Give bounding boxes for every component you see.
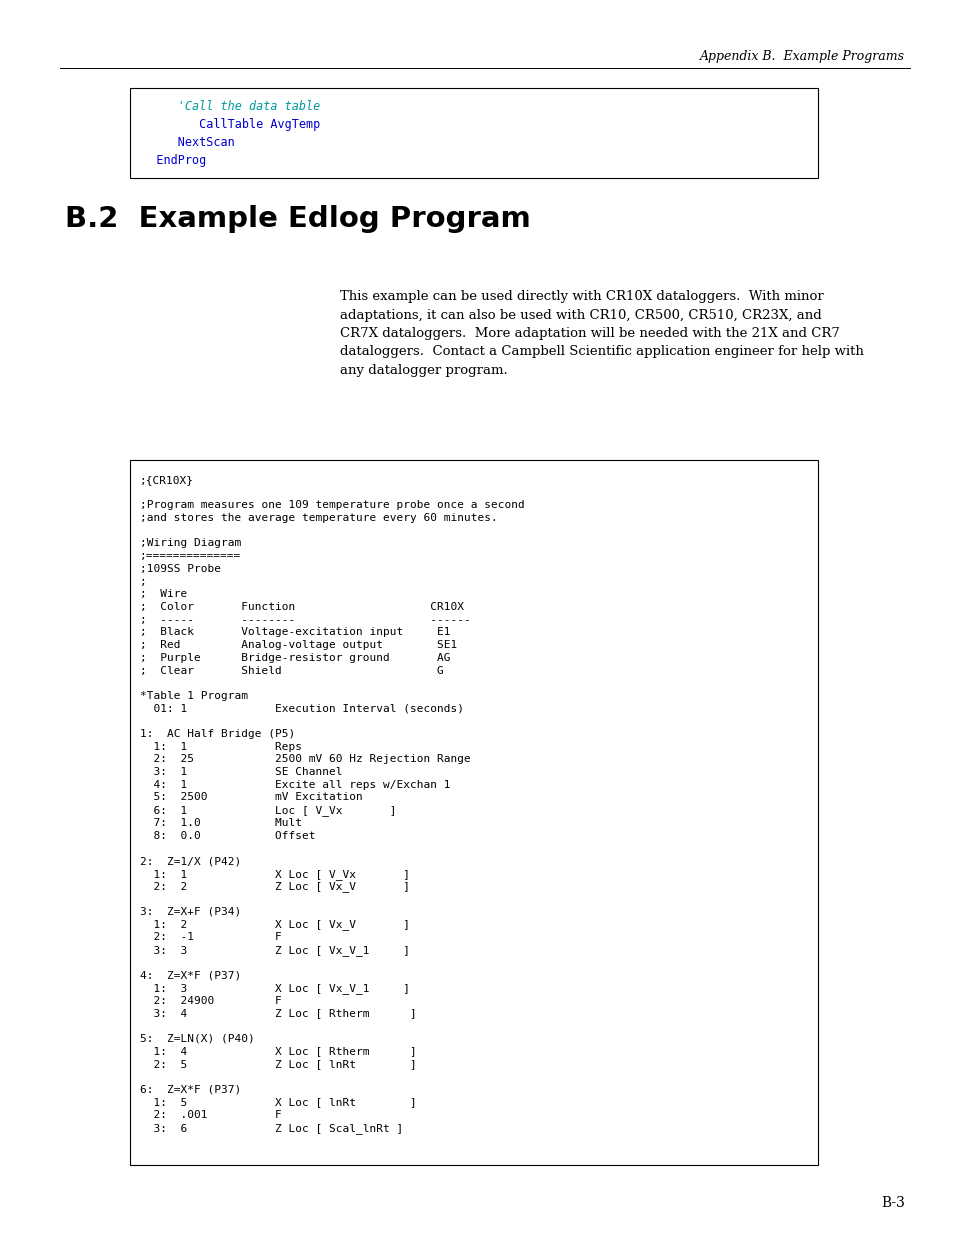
Text: EndProg: EndProg [135, 154, 206, 167]
Text: ;: ; [140, 577, 147, 587]
Text: 4:  Z=X*F (P37): 4: Z=X*F (P37) [140, 971, 241, 981]
Text: This example can be used directly with CR10X dataloggers.  With minor: This example can be used directly with C… [339, 290, 822, 303]
Text: 3:  1             SE Channel: 3: 1 SE Channel [140, 767, 342, 777]
Text: 1:  1             X Loc [ V_Vx       ]: 1: 1 X Loc [ V_Vx ] [140, 868, 410, 879]
Text: 3:  6             Z Loc [ Scal_lnRt ]: 3: 6 Z Loc [ Scal_lnRt ] [140, 1123, 403, 1134]
Text: 5:  2500          mV Excitation: 5: 2500 mV Excitation [140, 793, 362, 803]
Text: 1:  1             Reps: 1: 1 Reps [140, 742, 302, 752]
Text: ;  Clear       Shield                       G: ; Clear Shield G [140, 666, 443, 676]
FancyBboxPatch shape [130, 459, 817, 1165]
Text: ;Program measures one 109 temperature probe once a second: ;Program measures one 109 temperature pr… [140, 500, 524, 510]
Text: ;and stores the average temperature every 60 minutes.: ;and stores the average temperature ever… [140, 513, 497, 524]
Text: 3:  3             Z Loc [ Vx_V_1     ]: 3: 3 Z Loc [ Vx_V_1 ] [140, 945, 410, 956]
Text: 2:  25            2500 mV 60 Hz Rejection Range: 2: 25 2500 mV 60 Hz Rejection Range [140, 755, 470, 764]
Text: 7:  1.0           Mult: 7: 1.0 Mult [140, 818, 302, 827]
Text: Appendix B.  Example Programs: Appendix B. Example Programs [700, 49, 904, 63]
Text: 'Call the data table: 'Call the data table [135, 100, 320, 112]
Text: *Table 1 Program: *Table 1 Program [140, 690, 248, 701]
Text: B-3: B-3 [881, 1195, 904, 1210]
Text: CR7X dataloggers.  More adaptation will be needed with the 21X and CR7: CR7X dataloggers. More adaptation will b… [339, 327, 839, 340]
Text: ;  Purple      Bridge-resistor ground       AG: ; Purple Bridge-resistor ground AG [140, 653, 450, 663]
FancyBboxPatch shape [130, 88, 817, 178]
Text: adaptations, it can also be used with CR10, CR500, CR510, CR23X, and: adaptations, it can also be used with CR… [339, 309, 821, 321]
Text: ;  Black       Voltage-excitation input     E1: ; Black Voltage-excitation input E1 [140, 627, 450, 637]
Text: ;{CR10X}: ;{CR10X} [140, 475, 193, 485]
Text: ;Wiring Diagram: ;Wiring Diagram [140, 538, 241, 548]
Text: 6:  Z=X*F (P37): 6: Z=X*F (P37) [140, 1084, 241, 1094]
Text: 1:  4             X Loc [ Rtherm      ]: 1: 4 X Loc [ Rtherm ] [140, 1046, 416, 1056]
Text: NextScan: NextScan [135, 136, 234, 149]
Text: 2:  2             Z Loc [ Vx_V       ]: 2: 2 Z Loc [ Vx_V ] [140, 882, 410, 893]
Text: 5:  Z=LN(X) (P40): 5: Z=LN(X) (P40) [140, 1034, 254, 1044]
Text: 3:  4             Z Loc [ Rtherm      ]: 3: 4 Z Loc [ Rtherm ] [140, 1009, 416, 1019]
Text: ;  Wire: ; Wire [140, 589, 187, 599]
Text: 01: 1             Execution Interval (seconds): 01: 1 Execution Interval (seconds) [140, 704, 463, 714]
Text: 2:  -1            F: 2: -1 F [140, 932, 281, 942]
Text: ;  -----       --------                    ------: ; ----- -------- ------ [140, 615, 470, 625]
Text: 2:  5             Z Loc [ lnRt        ]: 2: 5 Z Loc [ lnRt ] [140, 1060, 416, 1070]
Text: 4:  1             Excite all reps w/Exchan 1: 4: 1 Excite all reps w/Exchan 1 [140, 779, 450, 790]
Text: ;  Color       Function                    CR10X: ; Color Function CR10X [140, 601, 463, 613]
Text: 8:  0.0           Offset: 8: 0.0 Offset [140, 831, 315, 841]
Text: 2:  Z=1/X (P42): 2: Z=1/X (P42) [140, 856, 241, 866]
Text: ;==============: ;============== [140, 551, 241, 561]
Text: any datalogger program.: any datalogger program. [339, 364, 507, 377]
Text: 2:  24900         F: 2: 24900 F [140, 995, 281, 1005]
Text: 1:  5             X Loc [ lnRt        ]: 1: 5 X Loc [ lnRt ] [140, 1098, 416, 1108]
Text: 1:  3             X Loc [ Vx_V_1     ]: 1: 3 X Loc [ Vx_V_1 ] [140, 983, 410, 994]
Text: dataloggers.  Contact a Campbell Scientific application engineer for help with: dataloggers. Contact a Campbell Scientif… [339, 346, 863, 358]
Text: 6:  1             Loc [ V_Vx       ]: 6: 1 Loc [ V_Vx ] [140, 805, 396, 816]
Text: ;  Red         Analog-voltage output        SE1: ; Red Analog-voltage output SE1 [140, 640, 456, 650]
Text: 3:  Z=X+F (P34): 3: Z=X+F (P34) [140, 906, 241, 916]
Text: ;109SS Probe: ;109SS Probe [140, 564, 221, 574]
Text: 2:  .001          F: 2: .001 F [140, 1110, 281, 1120]
Text: 1:  2             X Loc [ Vx_V       ]: 1: 2 X Loc [ Vx_V ] [140, 920, 410, 930]
Text: B.2  Example Edlog Program: B.2 Example Edlog Program [65, 205, 530, 233]
Text: CallTable AvgTemp: CallTable AvgTemp [135, 119, 320, 131]
Text: 1:  AC Half Bridge (P5): 1: AC Half Bridge (P5) [140, 729, 294, 739]
